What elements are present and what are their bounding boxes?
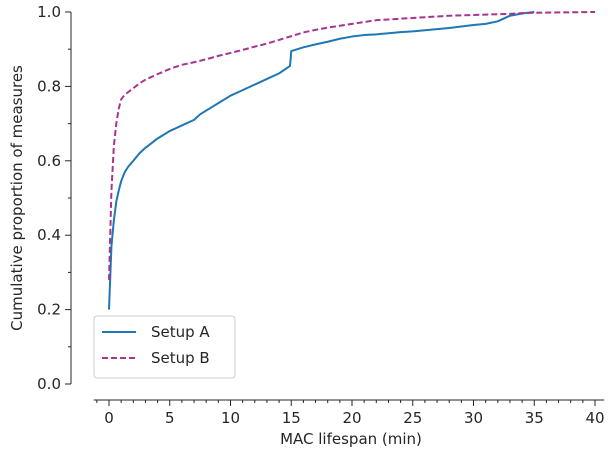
legend: Setup A Setup B — [93, 315, 236, 379]
x-tick-label: 35 — [525, 409, 544, 427]
plot-lines — [108, 11, 596, 310]
x-tick-label: 20 — [342, 409, 361, 427]
x-tick-label: 0 — [104, 409, 114, 427]
series-line-setup-a — [108, 11, 535, 310]
axes: 0.0 0.2 0.4 0.6 0.8 1.0 0 5 10 15 20 25 30 35 40 — [37, 3, 604, 427]
x-tick-label: 5 — [165, 409, 175, 427]
x-tick-label: 15 — [282, 409, 301, 427]
x-tick-label: 10 — [221, 409, 240, 427]
y-tick-label: 0.0 — [37, 375, 61, 393]
y-tick-label: 0.4 — [37, 226, 61, 244]
y-tick-label: 0.6 — [37, 152, 61, 170]
x-axis-label: MAC lifespan (min) — [280, 430, 422, 448]
x-tick-label: 30 — [464, 409, 483, 427]
y-axis-label: Cumulative proportion of measures — [8, 65, 26, 331]
legend-label-setup-b: Setup B — [151, 349, 210, 367]
legend-label-setup-a: Setup A — [151, 323, 210, 341]
series-line-setup-b — [108, 11, 596, 280]
y-tick-label: 0.8 — [37, 77, 61, 95]
x-tick-label: 25 — [403, 409, 422, 427]
x-tick-label: 40 — [585, 409, 604, 427]
y-tick-label: 0.2 — [37, 301, 61, 319]
y-tick-label: 1.0 — [37, 3, 61, 21]
